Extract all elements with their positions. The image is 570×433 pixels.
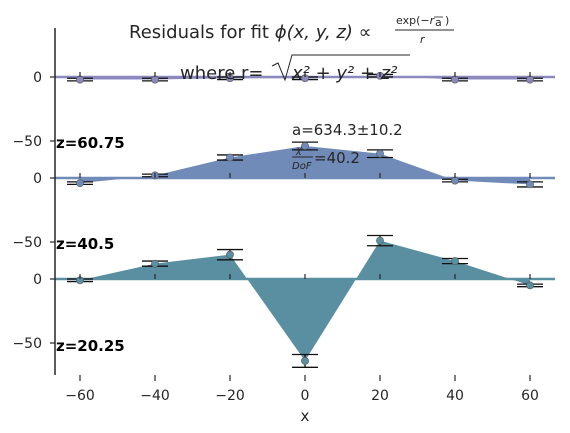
data-point-row-2-4 <box>376 236 384 245</box>
x-tick-label-1: −40 <box>140 388 170 404</box>
data-point-row-0-6 <box>526 75 534 84</box>
data-point-row-2-1 <box>151 259 159 268</box>
x-axis-label: x <box>301 407 310 425</box>
series-fill-row-2 <box>55 240 555 361</box>
x-tick-label-4: 20 <box>371 388 389 404</box>
y-tick-label-row-1-1: −50 <box>12 235 42 251</box>
x-tick-label-5: 40 <box>446 388 464 404</box>
title-exp-den: r <box>420 33 426 46</box>
row-label-z20: z=20.25 <box>56 337 125 355</box>
data-points <box>76 71 534 365</box>
x-tick-label-6: 60 <box>521 388 539 404</box>
title-phi: ϕ(x, y, z) ∝ <box>275 22 372 43</box>
subtitle-expr: x² + y² + z² <box>291 63 397 84</box>
data-point-row-1-4 <box>376 149 384 158</box>
data-point-row-0-0 <box>76 75 84 84</box>
data-point-row-0-5 <box>451 75 459 84</box>
svg-text:): ) <box>445 14 449 27</box>
y-ticks: 0 −50 0 −50 0 −50 <box>12 70 55 352</box>
title-exp-close: ) <box>445 14 449 27</box>
data-point-row-2-6 <box>526 281 534 290</box>
x-tick-label-3: 0 <box>301 388 310 404</box>
x-ticks: −60 −40 −20 0 20 40 60 <box>65 72 539 404</box>
data-point-row-1-3 <box>301 142 309 150</box>
y-tick-label-row-0-1: −50 <box>12 134 42 150</box>
x-tick-label-2: −20 <box>215 388 245 404</box>
x-tick-label-0: −60 <box>65 388 95 404</box>
svg-text:r: r <box>420 33 426 46</box>
title-prefix: Residuals for fit <box>129 22 275 43</box>
row-label-z60: z=60.75 <box>56 134 125 152</box>
series-fill-row-1 <box>55 146 555 185</box>
chart-title: Residuals for fit ϕ(x, y, z) ∝ <box>129 22 371 43</box>
chi-value: =40.2 <box>314 149 360 167</box>
row-label-z40: z=40.5 <box>56 235 114 253</box>
data-point-row-2-3 <box>301 357 309 365</box>
y-tick-label-row-0-0: 0 <box>33 70 42 86</box>
data-point-row-2-5 <box>451 257 459 265</box>
chi-den: DoF <box>292 161 312 172</box>
svg-text:exp(−r: exp(−r <box>396 14 436 27</box>
chart-subtitle: where r= <box>180 63 264 84</box>
title-exp-a: a <box>435 16 442 29</box>
data-point-row-2-2 <box>226 250 234 259</box>
chi-num: χ <box>295 145 303 156</box>
y-tick-label-row-2-0: 0 <box>33 272 42 288</box>
y-tick-label-row-2-1: −50 <box>12 336 42 352</box>
title-fraction: exp(−r a ) r <box>395 14 454 46</box>
title-exp-num: exp(− <box>396 14 430 27</box>
data-point-row-1-5 <box>451 176 459 185</box>
fit-annotation: a=634.3±10.2 <box>292 121 403 139</box>
chi-annotation: χ DoF =40.2 <box>292 145 360 172</box>
title-exp-r: r <box>430 14 436 27</box>
svg-text:a: a <box>435 16 442 29</box>
data-point-row-1-6 <box>526 180 534 189</box>
sqrt-sign <box>271 54 410 82</box>
data-point-row-0-1 <box>151 75 159 84</box>
y-tick-label-row-1-0: 0 <box>33 171 42 187</box>
data-point-row-1-2 <box>226 153 234 162</box>
data-point-row-1-0 <box>76 179 84 188</box>
series-fills <box>55 75 555 361</box>
subtitle-prefix: where r= <box>180 63 264 84</box>
